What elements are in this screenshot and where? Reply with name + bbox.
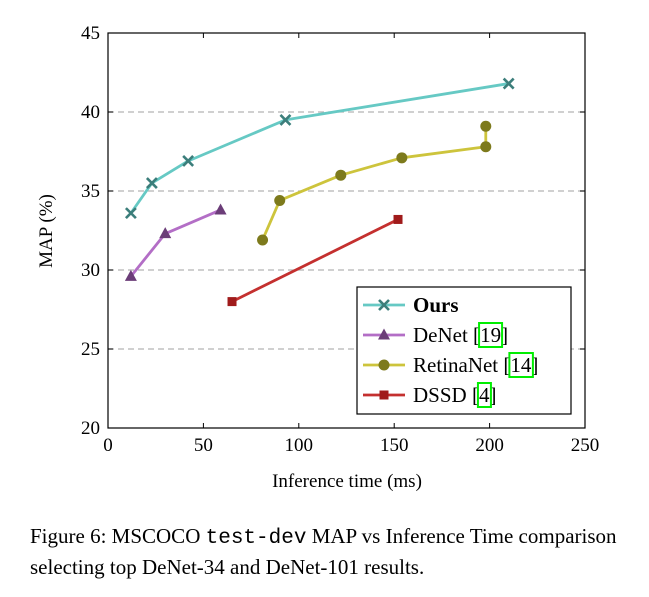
legend-ref: 19 <box>480 323 501 347</box>
marker-stroke <box>378 299 390 311</box>
y-tick-label: 45 <box>81 23 100 44</box>
x-tick-label: 150 <box>380 435 409 456</box>
citation-box <box>508 352 534 378</box>
x-tick-label: 250 <box>571 435 600 456</box>
x-tick-label: 50 <box>194 435 213 456</box>
series-line <box>129 208 222 278</box>
axis-ticks: 20 25 30 35 40 45 0 50 100 150 200 250 <box>81 23 599 456</box>
legend-marker <box>378 328 390 340</box>
data-point <box>393 214 403 224</box>
marker-stroke <box>279 113 292 126</box>
series-0 <box>124 77 515 220</box>
legend-marker <box>379 390 389 400</box>
caption-code: test-dev <box>205 527 307 550</box>
map-vs-inference-chart: 20 25 30 35 40 45 0 50 100 150 200 250 Inference ti… <box>36 23 599 492</box>
citation-box <box>476 382 492 408</box>
legend-box <box>356 286 572 415</box>
citation-box <box>478 322 504 348</box>
legend-name: RetinaNet [ <box>413 353 510 377</box>
data-point <box>227 297 237 307</box>
x-tick-label: 100 <box>285 435 314 456</box>
legend-name: DeNet [ <box>413 323 480 347</box>
legend-item-1: DeNet [19] <box>363 322 508 348</box>
marker-stroke <box>145 177 158 190</box>
legend-ref: 4 <box>479 383 490 407</box>
legend-marker <box>378 359 390 371</box>
caption-suffix: MAP vs Inference Time comparison selecti… <box>30 524 617 579</box>
marker-stroke <box>502 77 515 90</box>
data-point <box>396 152 408 164</box>
legend-close: ] <box>501 323 508 347</box>
legend-close: ] <box>531 353 538 377</box>
x-axis-label: Inference time (ms) <box>272 471 422 492</box>
data-point <box>124 207 137 220</box>
marker-stroke <box>182 155 195 167</box>
x-tick-label: 200 <box>475 435 504 456</box>
plot-frame <box>107 32 586 429</box>
legend-item-3: DSSD [4] <box>363 382 496 408</box>
legend-name: Ours <box>413 293 459 317</box>
data-point <box>480 141 492 153</box>
y-axis-label: MAP (%) <box>36 194 57 268</box>
y-tick-label: 20 <box>81 418 100 439</box>
series-3 <box>227 214 403 307</box>
caption-prefix: Figure 6: MSCOCO <box>30 524 206 548</box>
series-2 <box>257 120 492 246</box>
x-tick-label: 0 <box>103 435 113 456</box>
data-point <box>124 269 137 281</box>
y-tick-label: 30 <box>81 260 100 281</box>
legend-marker <box>378 299 390 311</box>
data-point <box>214 203 227 215</box>
legend-close: ] <box>489 383 496 407</box>
y-tick-label: 25 <box>81 339 100 360</box>
legend-item-0: Ours <box>363 293 459 317</box>
data-point <box>182 155 195 167</box>
legend-label: Ours <box>413 293 459 317</box>
legend-ref: 14 <box>510 353 532 377</box>
data-point <box>502 77 515 90</box>
y-tick-label: 40 <box>81 102 100 123</box>
data-point <box>159 227 172 239</box>
data-point <box>274 194 286 206</box>
legend-label: DSSD [4] <box>413 383 496 407</box>
data-point <box>480 120 492 132</box>
data-point <box>335 169 347 181</box>
data-point <box>279 113 292 126</box>
y-tick-label: 35 <box>81 181 100 202</box>
data-point <box>257 234 269 246</box>
legend-name: DSSD [ <box>413 383 479 407</box>
series-line <box>261 126 488 241</box>
figure-caption: Figure 6: MSCOCO test-dev MAP vs Inferen… <box>30 522 630 582</box>
legend-label: DeNet [19] <box>413 323 508 347</box>
legend-item-2: RetinaNet [14] <box>363 352 538 378</box>
marker-stroke <box>124 207 137 220</box>
data-point <box>145 177 158 190</box>
series-line <box>231 218 399 303</box>
series-1 <box>124 203 227 281</box>
legend-label: RetinaNet [14] <box>413 353 538 377</box>
series-line <box>129 82 509 214</box>
series-layer <box>124 77 515 307</box>
